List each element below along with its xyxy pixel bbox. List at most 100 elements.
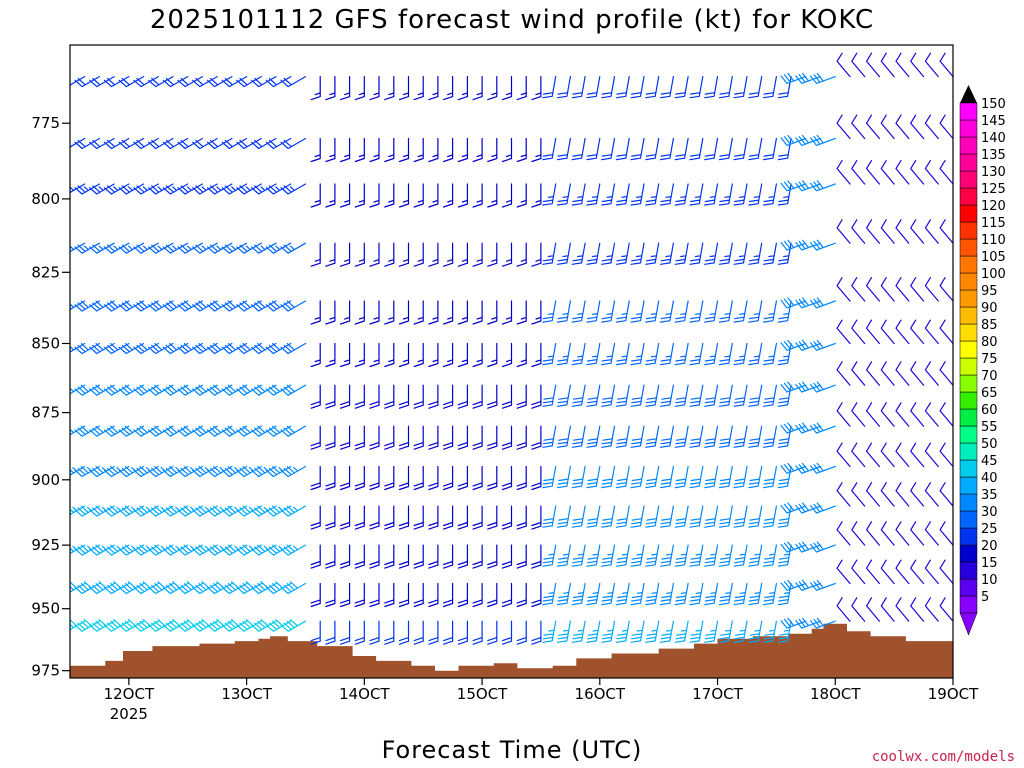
colorbar-label: 100 — [981, 267, 1006, 282]
wind-barb — [836, 277, 851, 302]
wind-barb — [851, 160, 866, 185]
wind-barb — [924, 160, 939, 185]
wind-barb — [895, 521, 910, 546]
wind-barb — [924, 521, 939, 546]
wind-barb — [369, 425, 380, 450]
colorbar-label: 85 — [981, 318, 998, 333]
wind-barb — [836, 219, 851, 244]
wind-barb — [615, 300, 630, 323]
wind-barb — [472, 505, 483, 530]
wind-barb — [851, 402, 866, 427]
wind-barb — [413, 342, 424, 368]
wind-barb — [398, 183, 410, 208]
wind-barb — [472, 425, 483, 450]
wind-barb — [748, 76, 763, 99]
wind-barb — [630, 425, 645, 448]
wind-barb — [384, 465, 395, 491]
colorbar-label: 15 — [981, 556, 998, 571]
wind-barb — [733, 425, 748, 448]
wind-barb — [70, 137, 71, 140]
wind-barb — [384, 137, 395, 163]
wind-barb — [340, 137, 351, 163]
wind-barb — [748, 505, 763, 528]
wind-barb — [689, 342, 704, 366]
wind-barb — [472, 465, 483, 491]
wind-barb — [615, 505, 630, 528]
wind-barb — [718, 242, 733, 265]
wind-barb — [487, 544, 498, 569]
wind-barb — [851, 319, 866, 345]
wind-barb — [630, 465, 645, 489]
wind-barb — [586, 505, 601, 528]
colorbar-segment — [959, 306, 978, 325]
wind-barb — [630, 505, 645, 528]
wind-barb — [601, 342, 616, 366]
wind-barb — [615, 465, 630, 489]
colorbar-label: 130 — [981, 165, 1006, 180]
colorbar-segment — [959, 442, 978, 461]
colorbar-bottom-arrow — [959, 612, 978, 636]
colorbar-label: 150 — [981, 97, 1006, 112]
wind-barb — [384, 183, 395, 208]
wind-barb — [457, 582, 468, 608]
wind-barb — [556, 342, 571, 366]
wind-barb — [413, 300, 424, 325]
wind-barb — [280, 76, 307, 88]
wind-barb — [457, 137, 468, 163]
wind-barb — [748, 582, 763, 606]
wind-barb — [384, 242, 395, 267]
wind-barb — [310, 300, 321, 325]
wind-barb — [428, 137, 439, 163]
wind-barb — [689, 465, 704, 489]
wind-barb — [880, 52, 895, 78]
wind-barb — [795, 579, 822, 591]
wind-barb — [645, 183, 660, 206]
colorbar-label: 120 — [981, 199, 1006, 214]
wind-barb — [762, 465, 777, 489]
wind-barb — [851, 114, 866, 140]
wind-barb — [443, 620, 454, 645]
wind-barb — [280, 425, 307, 437]
wind-barb — [457, 242, 468, 267]
wind-barb — [280, 300, 307, 312]
wind-barb — [910, 442, 925, 468]
wind-barb — [689, 425, 704, 448]
wind-barb — [472, 620, 483, 645]
wind-barb — [836, 402, 851, 427]
wind-barb — [630, 137, 645, 161]
wind-barb — [556, 384, 571, 407]
wind-barb — [615, 544, 630, 567]
wind-barb — [501, 76, 513, 101]
wind-barb — [586, 465, 601, 489]
x-tick-label: 15OCT — [457, 685, 508, 703]
wind-barb — [586, 342, 601, 366]
wind-barb — [531, 300, 542, 325]
wind-barb — [866, 277, 880, 302]
wind-barb — [748, 620, 763, 643]
wind-barb — [718, 384, 733, 407]
wind-barb — [851, 559, 866, 585]
wind-barb — [630, 620, 645, 643]
wind-barb — [704, 544, 719, 567]
wind-barb — [280, 465, 307, 478]
wind-barb — [762, 183, 777, 206]
wind-barb — [501, 242, 513, 267]
wind-barb — [542, 242, 557, 265]
wind-barb — [836, 559, 851, 585]
wind-barb — [645, 544, 660, 567]
wind-barb — [810, 239, 836, 251]
wind-barb — [556, 76, 571, 99]
wind-barb — [674, 300, 689, 323]
colorbar-label: 95 — [981, 284, 998, 299]
wind-barb — [939, 402, 953, 427]
wind-barb — [630, 242, 645, 265]
wind-barb — [601, 242, 616, 265]
colorbar-segment — [959, 255, 978, 274]
wind-barb — [810, 134, 836, 146]
wind-barb — [866, 442, 880, 468]
wind-barb — [354, 242, 365, 267]
wind-barb — [939, 442, 953, 468]
wind-barb — [428, 384, 439, 409]
wind-barb — [645, 342, 660, 366]
wind-barb — [457, 76, 468, 101]
